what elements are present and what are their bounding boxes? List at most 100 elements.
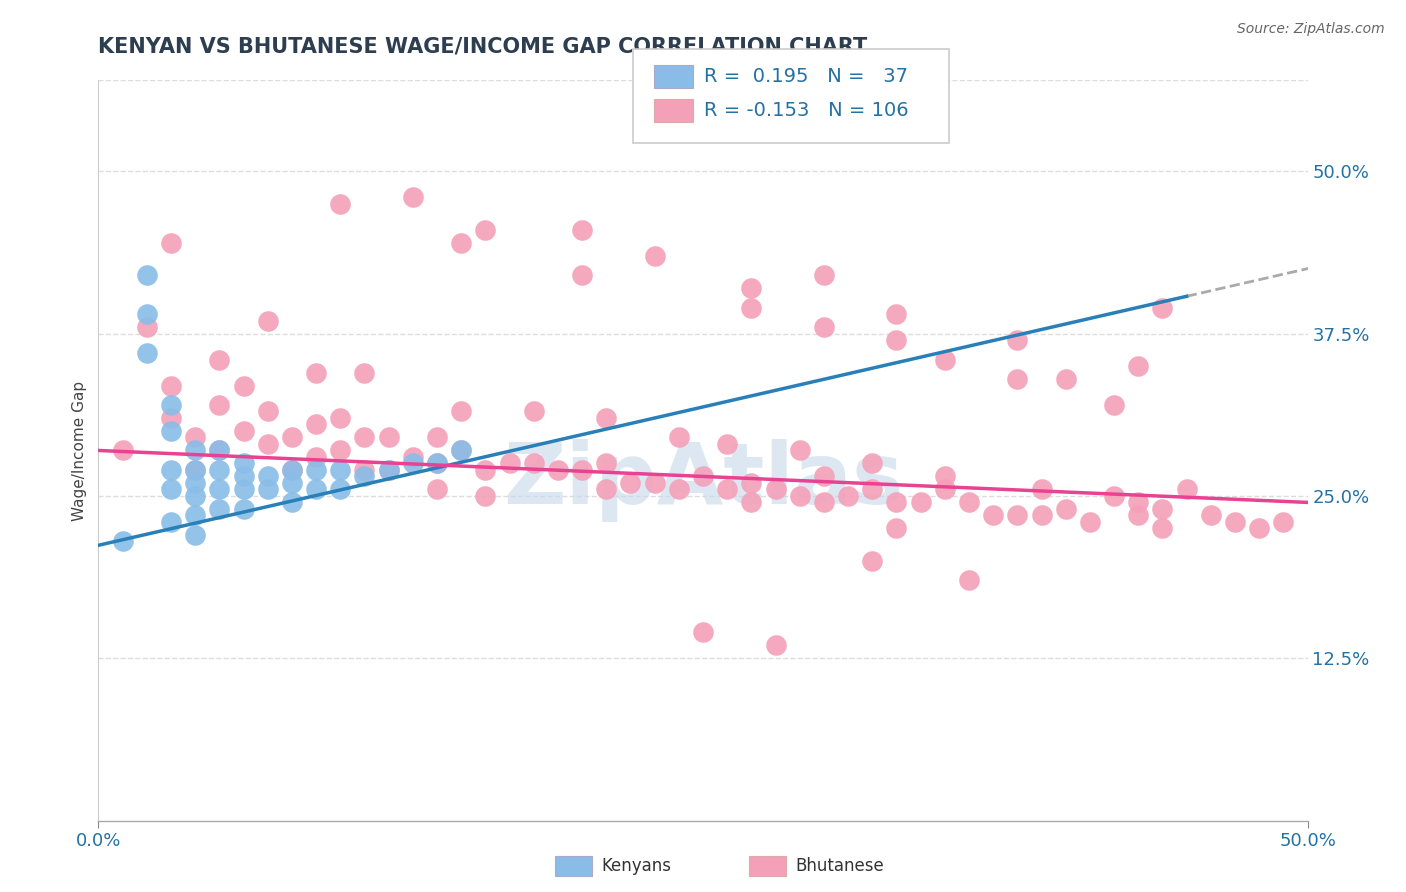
- Point: [281, 495, 304, 509]
- Point: [1007, 372, 1029, 386]
- Point: [886, 521, 908, 535]
- Point: [256, 483, 278, 497]
- Point: [1152, 521, 1174, 535]
- Point: [256, 404, 278, 418]
- Point: [160, 515, 183, 529]
- Point: [789, 489, 811, 503]
- Point: [813, 320, 835, 334]
- Point: [1031, 483, 1053, 497]
- Point: [184, 463, 207, 477]
- Point: [135, 346, 157, 360]
- Point: [1152, 301, 1174, 315]
- Point: [571, 268, 593, 282]
- Point: [353, 366, 375, 380]
- Point: [184, 463, 207, 477]
- Point: [329, 196, 352, 211]
- Point: [329, 411, 352, 425]
- Point: [305, 463, 328, 477]
- Point: [595, 411, 617, 425]
- Point: [160, 411, 183, 425]
- Point: [377, 463, 399, 477]
- Point: [135, 268, 157, 282]
- Point: [1128, 495, 1150, 509]
- Point: [160, 378, 183, 392]
- Point: [184, 508, 207, 523]
- Point: [595, 457, 617, 471]
- Point: [208, 352, 231, 367]
- Text: Bhutanese: Bhutanese: [796, 857, 884, 875]
- Point: [402, 450, 425, 464]
- Point: [813, 495, 835, 509]
- Point: [232, 502, 254, 516]
- Point: [860, 483, 883, 497]
- Point: [281, 463, 304, 477]
- Point: [1128, 359, 1150, 373]
- Text: R =  0.195   N =   37: R = 0.195 N = 37: [704, 67, 908, 87]
- Point: [450, 443, 472, 458]
- Point: [160, 235, 183, 250]
- Point: [716, 483, 738, 497]
- Point: [160, 463, 183, 477]
- Point: [886, 307, 908, 321]
- Point: [402, 457, 425, 471]
- Point: [305, 483, 328, 497]
- Point: [498, 457, 520, 471]
- Point: [256, 469, 278, 483]
- Point: [353, 463, 375, 477]
- Point: [692, 625, 714, 640]
- Point: [1007, 333, 1029, 347]
- Point: [208, 483, 231, 497]
- Point: [160, 483, 183, 497]
- Point: [329, 463, 352, 477]
- Point: [329, 443, 352, 458]
- Point: [1102, 489, 1125, 503]
- Point: [692, 469, 714, 483]
- Point: [1152, 502, 1174, 516]
- Point: [474, 489, 496, 503]
- Point: [1223, 515, 1246, 529]
- Point: [619, 475, 641, 490]
- Point: [957, 574, 980, 588]
- Text: R = -0.153   N = 106: R = -0.153 N = 106: [704, 101, 910, 120]
- Point: [377, 430, 399, 444]
- Text: Kenyans: Kenyans: [602, 857, 672, 875]
- Point: [232, 483, 254, 497]
- Point: [837, 489, 859, 503]
- Point: [789, 443, 811, 458]
- Point: [208, 398, 231, 412]
- Point: [740, 281, 762, 295]
- Point: [934, 352, 956, 367]
- Point: [232, 457, 254, 471]
- Y-axis label: Wage/Income Gap: Wage/Income Gap: [72, 380, 87, 521]
- Point: [1031, 508, 1053, 523]
- Point: [402, 190, 425, 204]
- Point: [256, 313, 278, 327]
- Point: [1054, 372, 1077, 386]
- Point: [353, 430, 375, 444]
- Point: [208, 463, 231, 477]
- Point: [232, 424, 254, 438]
- Point: [523, 404, 546, 418]
- Point: [886, 495, 908, 509]
- Point: [450, 443, 472, 458]
- Point: [668, 430, 690, 444]
- Point: [160, 398, 183, 412]
- Point: [305, 417, 328, 432]
- Point: [184, 528, 207, 542]
- Point: [740, 301, 762, 315]
- Point: [1175, 483, 1198, 497]
- Point: [160, 424, 183, 438]
- Point: [111, 443, 134, 458]
- Point: [232, 469, 254, 483]
- Point: [474, 463, 496, 477]
- Point: [644, 249, 666, 263]
- Point: [740, 495, 762, 509]
- Point: [547, 463, 569, 477]
- Point: [305, 450, 328, 464]
- Point: [1078, 515, 1101, 529]
- Point: [281, 475, 304, 490]
- Point: [813, 268, 835, 282]
- Point: [305, 366, 328, 380]
- Point: [1054, 502, 1077, 516]
- Text: Source: ZipAtlas.com: Source: ZipAtlas.com: [1237, 22, 1385, 37]
